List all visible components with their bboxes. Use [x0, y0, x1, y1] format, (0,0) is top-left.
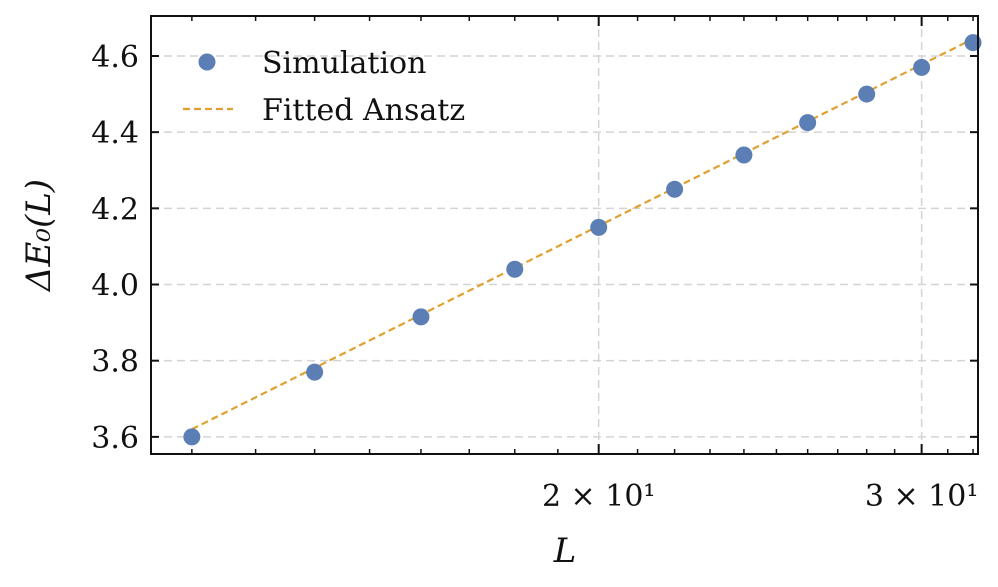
plot-frame [150, 15, 979, 455]
simulation-point [666, 180, 684, 198]
simulation-point [306, 363, 324, 381]
axis-ticks: 3.6 3.8 4.0 4.2 4.4 4.6 2 × 10¹ 3 × 10¹ [91, 16, 978, 514]
y-tick-label: 4.6 [91, 40, 139, 75]
legend-label-simulation: Simulation [262, 46, 426, 81]
x-tick-label: 3 × 10¹ [865, 479, 979, 514]
simulation-point [590, 218, 608, 236]
simulation-point [858, 85, 876, 103]
y-axis-label: ΔE₀(L) [19, 179, 59, 293]
y-tick-label: 4.4 [91, 116, 139, 151]
y-tick-label: 4.0 [91, 269, 139, 304]
x-axis-label: L [553, 531, 577, 571]
simulation-point [799, 114, 817, 132]
y-tick-label: 3.8 [91, 345, 139, 380]
grid-lines [151, 16, 978, 454]
legend-marker-simulation [198, 53, 216, 71]
y-tick-label: 3.6 [91, 421, 139, 456]
legend-label-fitted-ansatz: Fitted Ansatz [262, 93, 465, 128]
x-tick-label: 2 × 10¹ [542, 479, 656, 514]
simulation-point [913, 58, 931, 76]
legend: Simulation Fitted Ansatz [183, 46, 465, 128]
fitted-ansatz-line [191, 37, 974, 431]
simulation-point [735, 146, 753, 164]
simulation-point [412, 308, 430, 326]
simulation-point [506, 260, 524, 278]
simulation-point [183, 428, 201, 446]
fit-line-layer [191, 37, 974, 431]
y-tick-label: 4.2 [91, 192, 139, 227]
